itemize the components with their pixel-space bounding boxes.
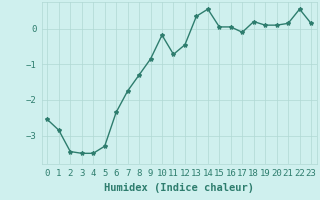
- X-axis label: Humidex (Indice chaleur): Humidex (Indice chaleur): [104, 183, 254, 193]
